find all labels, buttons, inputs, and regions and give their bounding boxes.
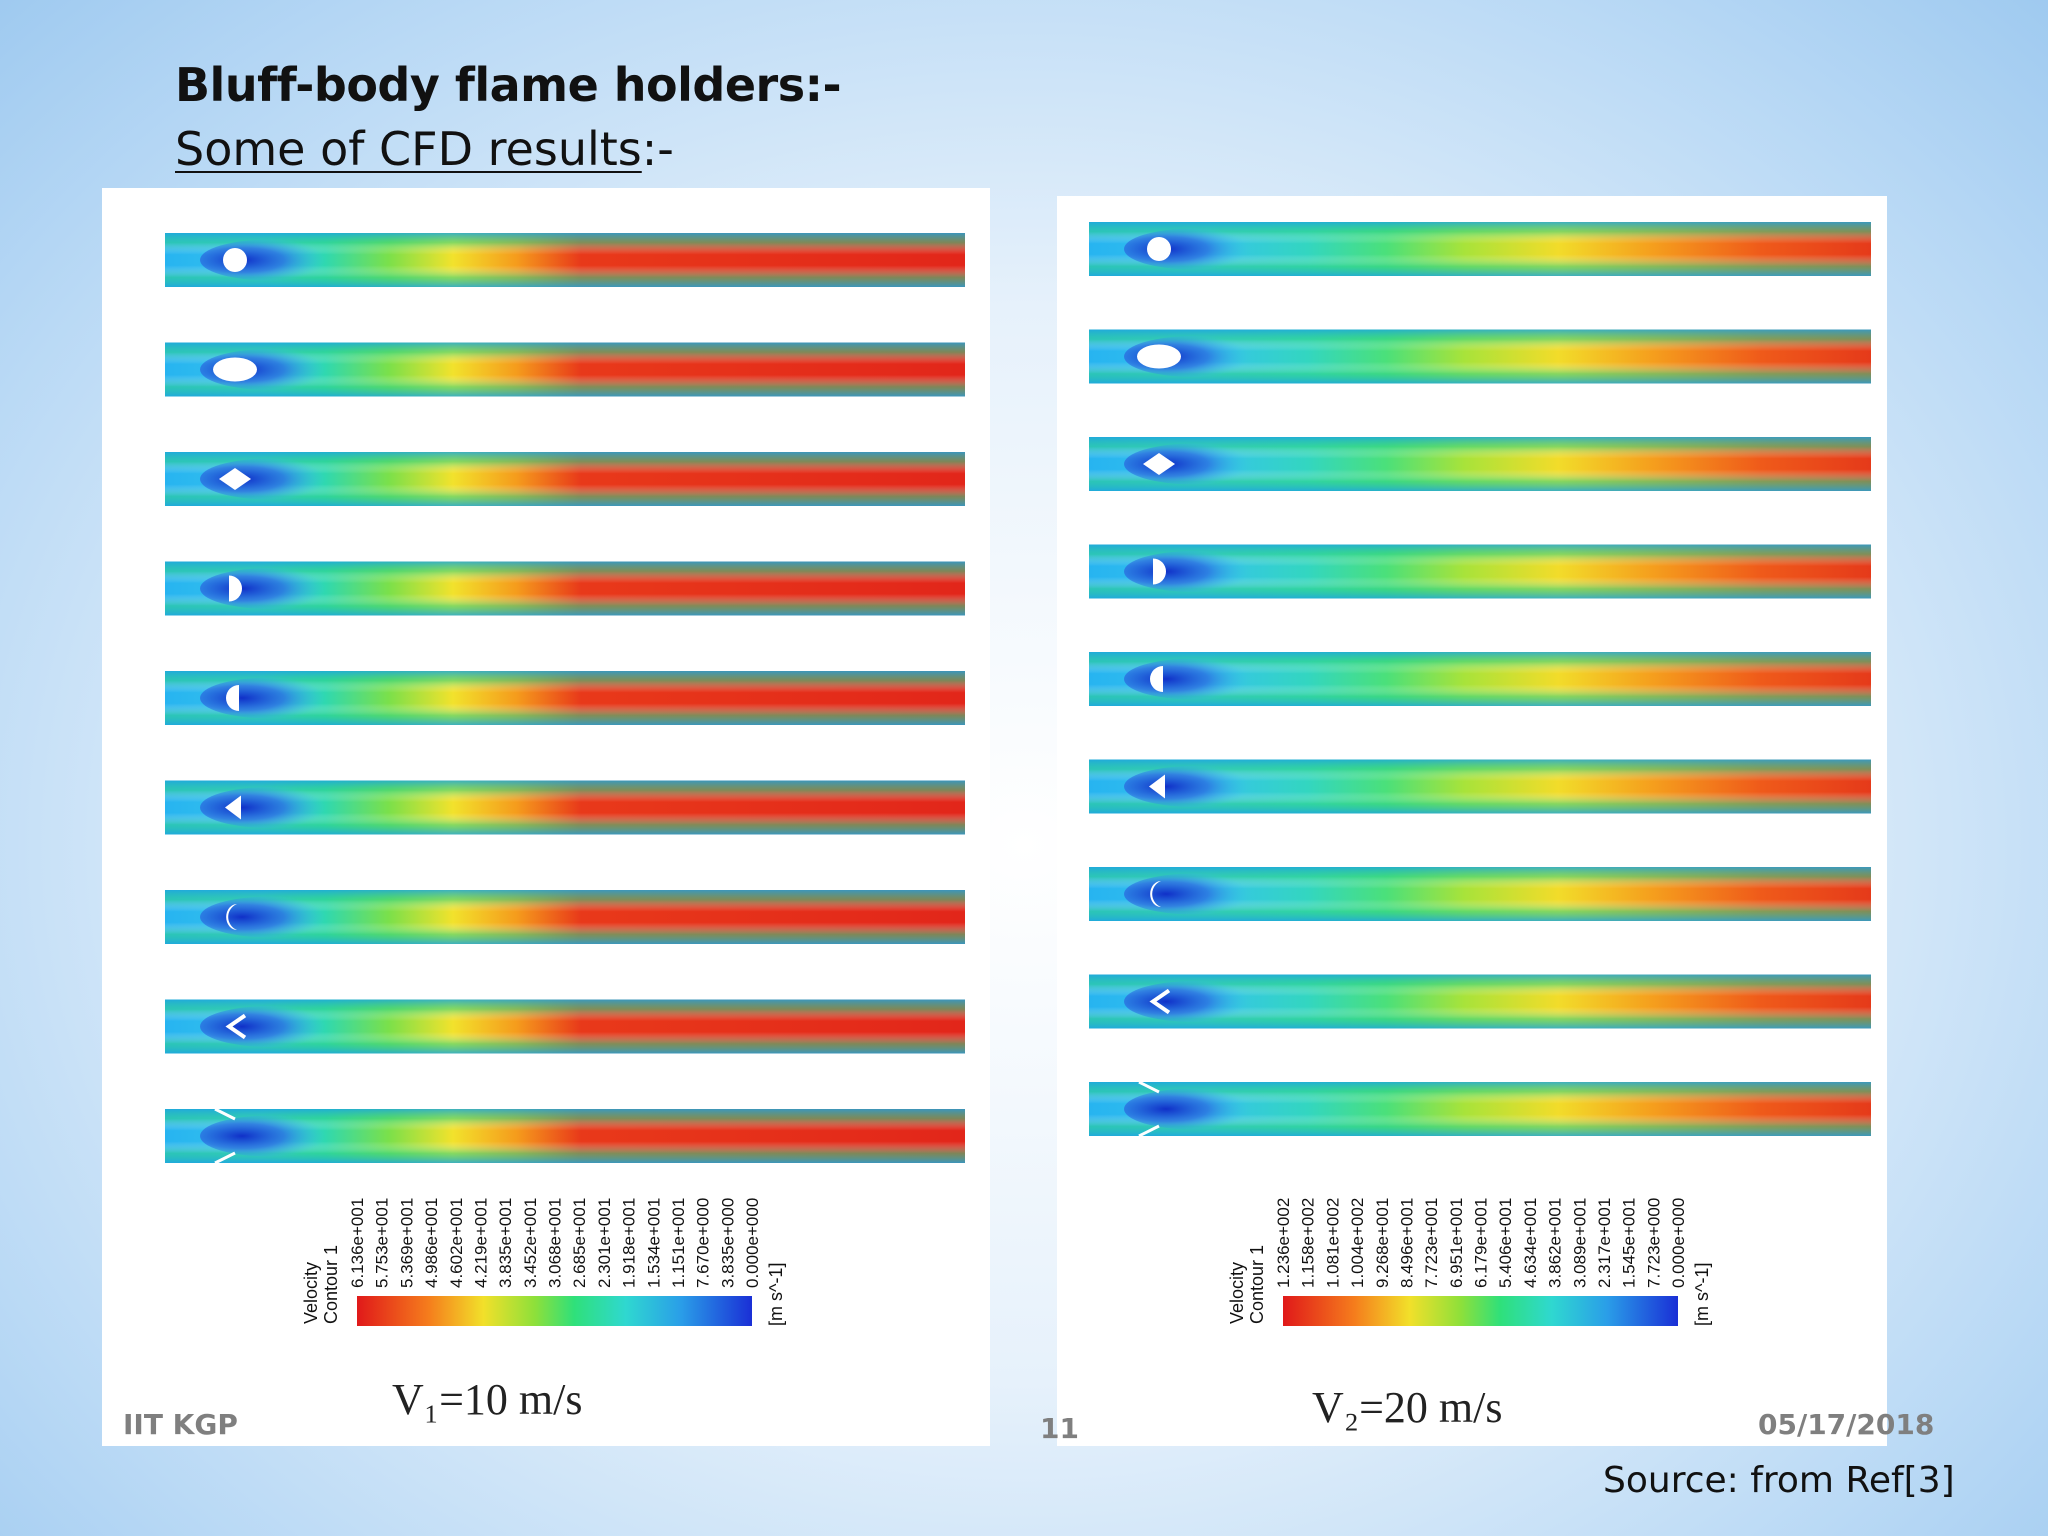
legend-tick-label: 6.136e+001 bbox=[348, 1198, 367, 1288]
bluff-body-crescent bbox=[1150, 881, 1161, 907]
channel-contour bbox=[165, 890, 965, 944]
legend-tick-label: 5.406e+001 bbox=[1496, 1198, 1515, 1288]
bluff-body-semicircle-right bbox=[1153, 558, 1166, 585]
legend-title: Velocity bbox=[301, 1262, 321, 1324]
legend-tick-label: 1.236e+002 bbox=[1274, 1198, 1293, 1288]
channel-contour bbox=[1089, 652, 1871, 706]
slide-title: Bluff-body flame holders:- bbox=[175, 58, 842, 112]
legend-tick-label: 3.835e+000 bbox=[718, 1198, 737, 1288]
legend-tick-label: 1.151e+001 bbox=[669, 1198, 688, 1288]
bluff-body-diamond bbox=[219, 468, 251, 490]
channel-contour bbox=[165, 561, 965, 616]
legend-tick-label: 1.534e+001 bbox=[644, 1198, 663, 1288]
legend-tick-label: 6.951e+001 bbox=[1447, 1198, 1466, 1288]
speed-label-right: V₂=20 m/s bbox=[1312, 1383, 1503, 1432]
legend-tick-label: 3.089e+001 bbox=[1570, 1198, 1589, 1288]
bluff-body-v-gutter bbox=[1149, 988, 1171, 1015]
legend-tick-label: 3.835e+001 bbox=[496, 1198, 515, 1288]
bluff-body-wall-step bbox=[1138, 1080, 1160, 1138]
legend-tick-label: 3.452e+001 bbox=[521, 1198, 540, 1288]
channel-contour bbox=[1089, 759, 1871, 814]
legend-tick-label: 0.000e+000 bbox=[743, 1198, 762, 1288]
legend-tick-label: 1.158e+002 bbox=[1299, 1198, 1318, 1288]
bluff-body-diamond bbox=[1143, 453, 1175, 475]
source-citation: Source: from Ref[3] bbox=[1603, 1460, 1955, 1501]
channel-contour bbox=[165, 671, 965, 725]
legend-tick-label: 4.634e+001 bbox=[1521, 1198, 1540, 1288]
legend-tick-label: 5.369e+001 bbox=[397, 1198, 416, 1288]
bluff-body-circle bbox=[223, 248, 247, 272]
channel-contour bbox=[165, 342, 965, 397]
legend-tick-label: 1.081e+002 bbox=[1323, 1198, 1342, 1288]
channel-contour bbox=[1089, 329, 1871, 384]
legend-tick-label: 7.723e+000 bbox=[1644, 1198, 1663, 1288]
legend-tick-label: 8.496e+001 bbox=[1397, 1198, 1416, 1288]
cfd-figure-right: 1.236e+002 1.158e+002 1.081e+002 1.004e+002… bbox=[1089, 222, 1871, 1326]
legend-unit: [m s^-1] bbox=[766, 1263, 786, 1326]
legend-tick-label: 1.918e+001 bbox=[620, 1198, 639, 1288]
legend-tick-label: 1.545e+001 bbox=[1620, 1198, 1639, 1288]
legend-tick-label: 2.685e+001 bbox=[570, 1198, 589, 1288]
legend-subtitle: Contour 1 bbox=[321, 1245, 341, 1324]
footer-date: 05/17/2018 bbox=[1758, 1408, 1935, 1441]
legend-color-bar bbox=[1283, 1296, 1678, 1326]
velocity-legend: 1.236e+002 1.158e+002 1.081e+002 1.004e+002… bbox=[1227, 1198, 1712, 1326]
speed-label-left: V₁=10 m/s bbox=[392, 1375, 583, 1424]
channel-contour bbox=[165, 452, 965, 506]
bluff-body-crescent bbox=[226, 904, 237, 930]
channel-contour bbox=[1089, 222, 1871, 276]
legend-tick-label: 3.068e+001 bbox=[546, 1198, 565, 1288]
legend-tick-label: 7.670e+000 bbox=[694, 1198, 713, 1288]
channel-contour bbox=[1089, 437, 1871, 491]
legend-tick-label: 0.000e+000 bbox=[1669, 1198, 1688, 1288]
channel-contour bbox=[165, 1107, 965, 1165]
channel-contour bbox=[1089, 867, 1871, 921]
bluff-body-v-gutter bbox=[225, 1013, 247, 1040]
legend-tick-label: 3.862e+001 bbox=[1546, 1198, 1565, 1288]
cfd-panel-right: 1.236e+002 1.158e+002 1.081e+002 1.004e+002… bbox=[1057, 196, 1887, 1446]
legend-tick-label: 2.317e+001 bbox=[1595, 1198, 1614, 1288]
legend-tick-label: 6.179e+001 bbox=[1472, 1198, 1491, 1288]
legend-subtitle: Contour 1 bbox=[1247, 1245, 1267, 1324]
channel-contour bbox=[165, 999, 965, 1054]
channel-contour bbox=[165, 780, 965, 835]
legend-tick-label: 4.986e+001 bbox=[422, 1198, 441, 1288]
bluff-body-triangle-left bbox=[1149, 774, 1165, 799]
bluff-body-circle bbox=[1147, 237, 1171, 261]
subtitle-underlined: Some of CFD results bbox=[175, 122, 642, 176]
legend-title: Velocity bbox=[1227, 1262, 1247, 1324]
legend-tick-label: 5.753e+001 bbox=[373, 1198, 392, 1288]
velocity-legend: 6.136e+001 5.753e+001 5.369e+001 4.986e+001… bbox=[301, 1198, 786, 1326]
channel-contour bbox=[165, 233, 965, 287]
legend-tick-label: 4.602e+001 bbox=[447, 1198, 466, 1288]
bluff-body-ellipse bbox=[1137, 344, 1181, 369]
footer-institution: IIT KGP bbox=[123, 1408, 238, 1441]
channel-contour bbox=[1089, 1080, 1871, 1138]
legend-tick-label: 2.301e+001 bbox=[595, 1198, 614, 1288]
bluff-body-semicircle-left bbox=[1150, 666, 1163, 692]
cfd-figure-left: 6.136e+001 5.753e+001 5.369e+001 4.986e+001… bbox=[165, 233, 965, 1326]
bluff-body-semicircle-right bbox=[229, 575, 242, 602]
footer-page-number: 11 bbox=[1040, 1412, 1079, 1445]
cfd-panel-left: 6.136e+001 5.753e+001 5.369e+001 4.986e+001… bbox=[102, 188, 990, 1446]
legend-color-bar bbox=[357, 1296, 752, 1326]
legend-tick-label: 9.268e+001 bbox=[1373, 1198, 1392, 1288]
bluff-body-wall-step bbox=[214, 1107, 236, 1165]
legend-tick-label: 7.723e+001 bbox=[1422, 1198, 1441, 1288]
channel-contour bbox=[1089, 544, 1871, 599]
legend-tick-label: 1.004e+002 bbox=[1348, 1198, 1367, 1288]
bluff-body-ellipse bbox=[213, 357, 257, 382]
subtitle-suffix: :- bbox=[641, 122, 674, 176]
legend-tick-label: 4.219e+001 bbox=[471, 1198, 490, 1288]
channel-contour bbox=[1089, 974, 1871, 1029]
bluff-body-semicircle-left bbox=[226, 685, 239, 711]
bluff-body-triangle-left bbox=[225, 795, 241, 820]
slide-subtitle: Some of CFD results:- bbox=[175, 122, 674, 176]
legend-unit: [m s^-1] bbox=[1692, 1263, 1712, 1326]
